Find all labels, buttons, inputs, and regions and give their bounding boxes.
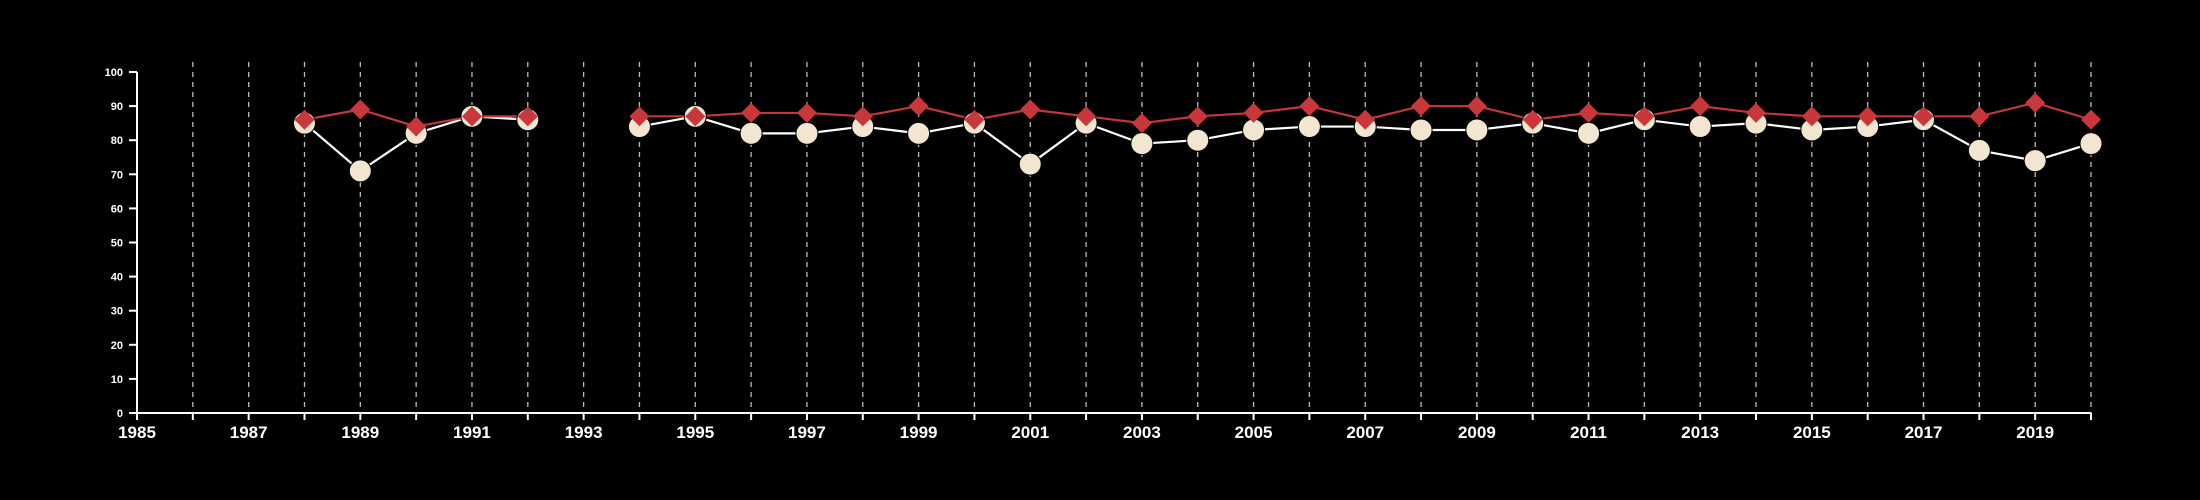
x-tick-label: 1985 (118, 423, 156, 442)
y-tick-label: 100 (105, 67, 123, 79)
diamond-point (1355, 109, 1376, 130)
circle-point (1130, 132, 1154, 156)
diamond-point (1522, 109, 1543, 130)
diamond-point (852, 106, 873, 127)
diamond-point (1746, 102, 1767, 123)
diamond-point (1857, 106, 1878, 127)
x-tick-label: 2007 (1346, 423, 1384, 442)
y-tick-label: 40 (111, 272, 123, 284)
circle-point (1465, 118, 1489, 142)
diamond-point (1411, 96, 1432, 117)
circle-point (907, 121, 931, 145)
y-tick-label: 60 (111, 203, 123, 215)
x-tick-label: 2011 (1570, 423, 1607, 442)
circle-point (2079, 132, 2103, 156)
diamond-point (964, 109, 985, 130)
diamond-point (741, 102, 762, 123)
diamond-point (517, 106, 538, 127)
diamond-point (1634, 106, 1655, 127)
x-tick-label: 1987 (230, 423, 268, 442)
x-tick-label: 2001 (1011, 423, 1049, 442)
diamond-point (461, 106, 482, 127)
diamond-point (1020, 99, 1041, 120)
x-tick-label: 2015 (1793, 423, 1831, 442)
axes (129, 71, 2092, 420)
diamond-point (1243, 102, 1264, 123)
diamond-point (908, 96, 929, 117)
x-tick-label: 2013 (1681, 423, 1719, 442)
circle-point (2023, 149, 2047, 173)
y-tick-label: 30 (111, 306, 123, 318)
y-tick-label: 90 (111, 101, 123, 113)
y-tick-label: 70 (111, 169, 123, 181)
diamond-point (1076, 106, 1097, 127)
diamond-point (1187, 106, 1208, 127)
x-tick-label: 1993 (565, 423, 603, 442)
x-tick-label: 2019 (2016, 423, 2054, 442)
diamond-point (1131, 113, 1152, 134)
diamond-point (1299, 96, 1320, 117)
y-tick-label: 80 (111, 135, 123, 147)
circle-point (1297, 115, 1321, 139)
y-tick-label: 50 (111, 238, 123, 250)
diamond-point (1690, 96, 1711, 117)
diamond-point (2025, 92, 2046, 113)
x-tick-label: 2009 (1458, 423, 1496, 442)
tick-labels: 0 10 20 30 40 50 60 70 80 90 100 1985 1987 1989 1991 19… (105, 67, 2054, 442)
circle-point (348, 159, 372, 183)
diamond-point (629, 106, 650, 127)
grid-lines (192, 62, 2092, 413)
y-tick-label: 20 (111, 340, 123, 352)
diamond-point (406, 116, 427, 137)
circle-point (1018, 152, 1042, 176)
x-tick-label: 1989 (341, 423, 379, 442)
diamond-point (1466, 96, 1487, 117)
x-tick-label: 2003 (1123, 423, 1161, 442)
circle-point (1967, 138, 1991, 162)
x-tick-label: 2005 (1235, 423, 1273, 442)
x-tick-label: 1995 (676, 423, 714, 442)
diamond-point (350, 99, 371, 120)
circle-point (739, 121, 763, 145)
diamond-point (1801, 106, 1822, 127)
diamond-point (1578, 102, 1599, 123)
diamond-point (796, 102, 817, 123)
diamond-point (2081, 109, 2101, 130)
x-tick-label: 1999 (900, 423, 938, 442)
diamond-point (685, 106, 706, 127)
circle-point (795, 121, 819, 145)
diamond-point (1969, 106, 1990, 127)
y-tick-label: 10 (111, 374, 123, 386)
x-tick-label: 1997 (788, 423, 826, 442)
x-tick-label: 2017 (1905, 423, 1943, 442)
x-tick-label: 1991 (453, 423, 491, 442)
circle-point (1186, 128, 1210, 152)
circle-point (1688, 115, 1712, 139)
diamond-point (1913, 106, 1934, 127)
y-tick-label: 0 (117, 408, 123, 420)
diamond-point (294, 109, 315, 130)
data-series (292, 92, 2103, 183)
circle-point (1577, 121, 1601, 145)
circle-point (1409, 118, 1433, 142)
